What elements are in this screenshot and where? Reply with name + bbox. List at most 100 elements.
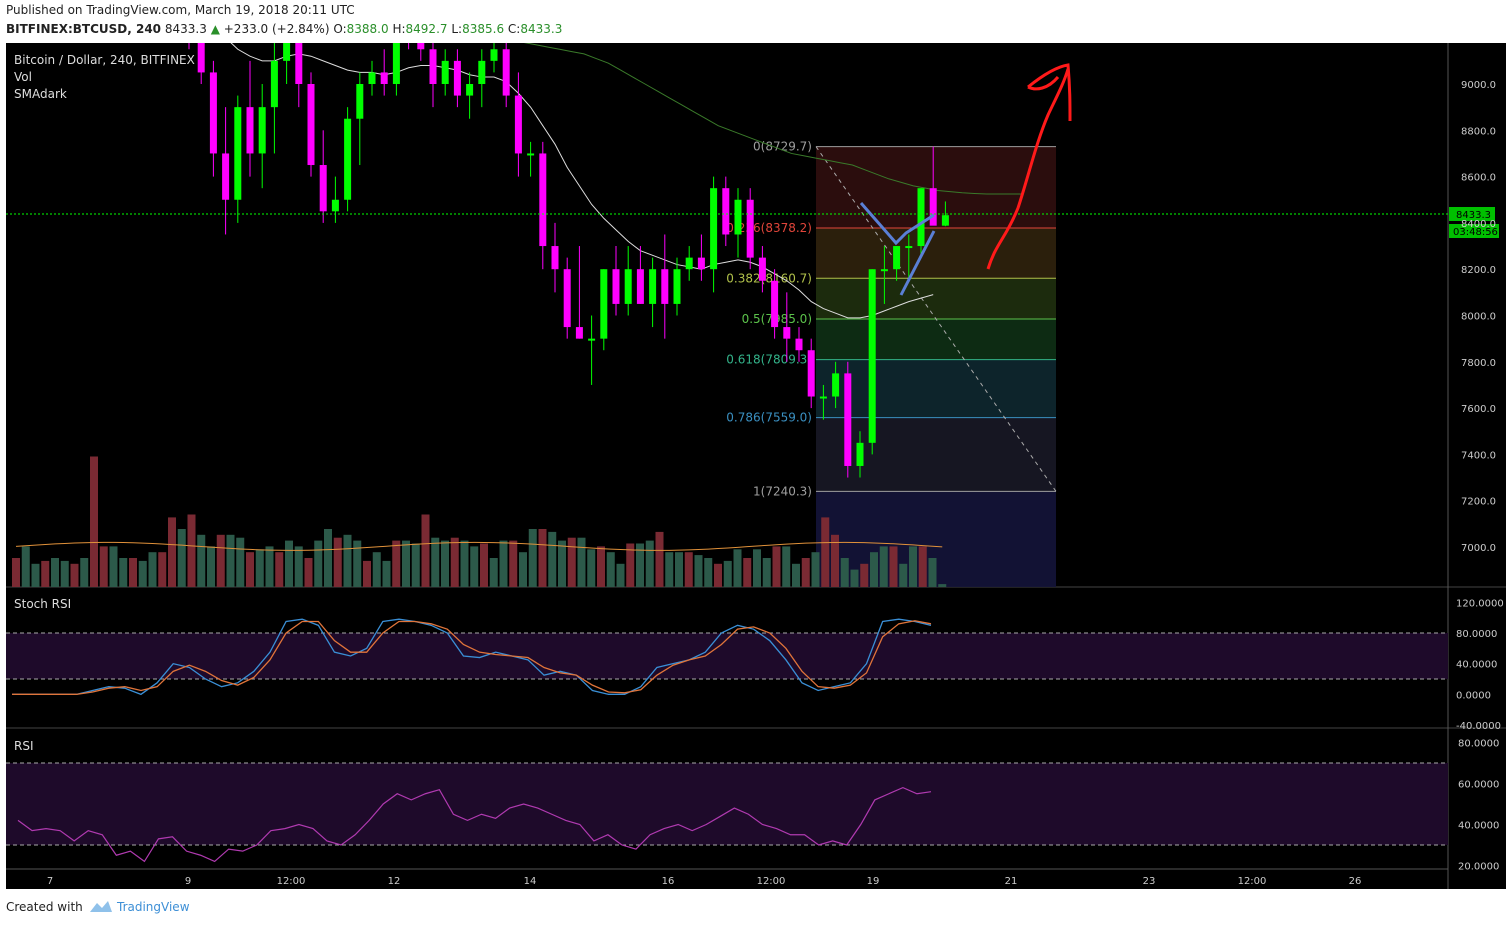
time-tick-label: 9 [185,876,191,887]
candle-body [514,95,522,154]
volume-bar [889,546,898,587]
volume-bar [197,534,206,587]
candle-body [612,269,620,304]
volume-bar [733,549,742,587]
volume-bar [909,546,917,587]
volume-bar [792,563,800,587]
triangle-lower-trendline[interactable] [899,230,936,296]
fibonacci-retracement[interactable]: 0(8729.7)0.236(8378.2)0.382(8160.7)0.5(7… [726,140,1057,587]
candle-body [453,60,461,96]
stoch-tick-label: 0.0000 [1456,690,1491,701]
volume-bar [918,546,927,587]
candle-body [783,327,791,339]
stoch-d-line [12,620,932,695]
candle-body [466,84,474,96]
candle-body [319,165,327,212]
volume-bar [246,552,254,587]
volume-bar [616,563,625,587]
fib-zone [816,318,1056,360]
price-tick-label: 8200.0 [1461,265,1496,276]
volume-bar [655,531,664,587]
price-tick-label: 8800.0 [1461,126,1496,137]
close-label: C: [507,22,521,36]
volume-bar [714,563,722,587]
fib-level-label: 0(8729.7) [753,140,812,154]
volume-bar [636,543,644,587]
close-value: 8433.3 [520,22,563,36]
candle-body [636,269,644,304]
volume-bar [109,546,118,587]
volume-bar [762,558,771,587]
candle-body [344,118,352,200]
rsi-tick-label: 60.0000 [1458,780,1499,791]
candle-body [868,269,876,443]
volume-bar [811,552,820,587]
time-tick-label: 12 [388,876,401,887]
volume-bar [392,540,401,587]
rsi-tick-label: 80.0000 [1458,739,1499,750]
volume-legend: Vol [14,70,32,84]
volume-bar [694,555,703,587]
volume-bar [41,560,50,587]
candle-body [734,199,742,235]
triangle-upper-trendline[interactable] [859,202,935,246]
volume-bar [753,549,761,587]
time-tick-label: 21 [1005,876,1018,887]
candle-body [893,246,901,270]
volume-bar [21,546,30,587]
volume-bar [519,552,527,587]
candle-body [368,72,376,84]
volume-bar [928,558,937,587]
volume-bar [353,540,362,587]
stoch-rsi-label: Stoch RSI [14,597,71,611]
chart-area[interactable]: 0(8729.7)0.236(8378.2)0.382(8160.7)0.5(7… [6,0,1506,889]
volume-bar [275,552,284,587]
arrow-head-icon[interactable] [1027,63,1072,122]
volume-bar [324,529,332,587]
stoch-k-line [12,618,932,696]
volume-bar [431,537,440,587]
candle-body [746,199,754,258]
volume-bar [158,552,167,587]
candle-body [661,269,669,304]
price-tag-bg [1449,207,1495,221]
volume-bar [577,537,586,587]
volume-bar [645,540,654,587]
candle-body [502,49,510,96]
chart-svg[interactable]: 0(8729.7)0.236(8378.2)0.382(8160.7)0.5(7… [6,0,1506,889]
volume-bar [548,531,557,587]
candle-body [844,373,852,466]
volume-bar [499,540,508,587]
volume-bar [99,546,108,587]
candle-body [331,199,339,212]
stoch-tick-label: 80.0000 [1456,629,1497,640]
candle-body [795,338,803,351]
time-tick-label: 26 [1349,876,1362,887]
countdown-tag: 03:48:56 [1453,227,1498,238]
candle-body [490,49,498,61]
oscillators [12,618,932,863]
bullish-arrow-annotation[interactable] [986,68,1070,270]
symbol-label: BITFINEX:BTCUSD, 240 [6,22,162,36]
volume-bar [60,560,69,587]
tradingview-logo-icon[interactable] [88,898,114,916]
volume-bar [226,534,235,587]
candle-body [710,188,718,270]
volume-bar [587,549,596,587]
volume-bar [372,552,381,587]
time-tick-label: 14 [524,876,537,887]
time-tick-label: 7 [47,876,53,887]
volume-bar [626,543,635,587]
volume-bar [119,558,128,587]
volume-bar [80,558,89,587]
candle-body [758,257,766,281]
stoch-tick-label: 120.0000 [1456,598,1504,609]
tradingview-link[interactable]: TradingView [117,900,190,914]
fib-level-label: 0.786(7559.0) [726,411,812,425]
rsi-tick-label: 20.0000 [1458,862,1499,873]
candle-body [832,373,840,397]
stoch-band [6,633,1448,679]
price-tick-label: 9000.0 [1461,80,1496,91]
candle-body [673,269,681,304]
volume-bar [265,546,274,587]
